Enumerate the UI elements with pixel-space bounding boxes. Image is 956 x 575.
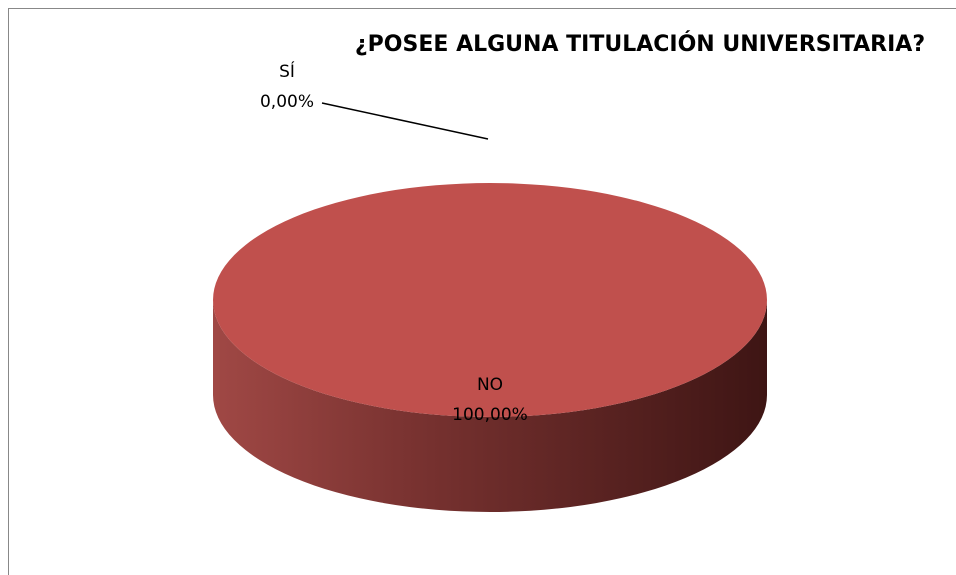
slice-label: SÍ: [279, 60, 295, 82]
slice: [213, 183, 767, 417]
slice-value-label: 0,00%: [260, 92, 314, 112]
slice-side: [213, 300, 767, 512]
slice-label: NO: [477, 375, 503, 395]
slice-value-label: 100,00%: [452, 405, 528, 425]
chart-title: ¿POSEE ALGUNA TITULACIÓN UNIVERSITARIA?: [355, 31, 925, 57]
leader-line: [321, 102, 489, 140]
